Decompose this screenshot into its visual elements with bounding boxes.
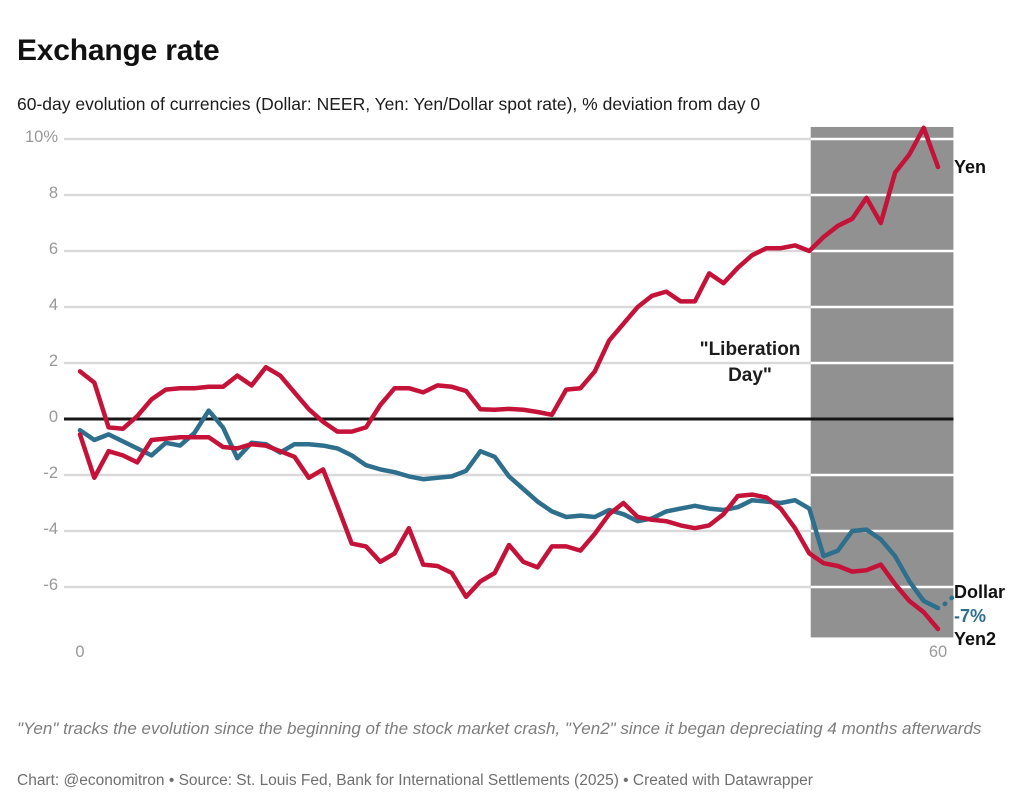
y-axis-tick-label: -6 — [43, 576, 58, 594]
chart-subtitle: 60-day evolution of currencies (Dollar: … — [17, 93, 761, 114]
y-axis-tick-label: -2 — [43, 464, 58, 482]
series-label-yen: Yen — [954, 157, 987, 177]
liberation-day-line1: "Liberation — [699, 339, 801, 360]
x-axis-tick-label: 60 — [928, 643, 948, 661]
series-label-dollar: Dollar — [954, 582, 1006, 602]
y-axis-tick-label: 8 — [48, 184, 58, 202]
series-value-label-dollar: -7% — [954, 606, 987, 626]
y-axis-tick-label: -4 — [43, 520, 58, 538]
y-axis-tick-label: 0 — [48, 408, 58, 426]
chart-footer-credits: Chart: @economitron • Source: St. Louis … — [17, 771, 813, 789]
liberation-day-annotation: "Liberation Day" — [688, 337, 812, 389]
y-axis-tick-label: 6 — [48, 240, 58, 258]
x-axis-tick-label: 0 — [75, 643, 85, 661]
series-label-yen2: Yen2 — [954, 629, 997, 649]
chart-footnote: "Yen" tracks the evolution since the beg… — [17, 719, 982, 738]
y-axis-tick-label: 2 — [48, 352, 58, 370]
y-axis-tick-label: 10% — [24, 128, 58, 146]
y-axis-tick-label: 4 — [48, 296, 58, 314]
y-axis-labels: 10% 8 6 4 2 0 -2 -4 -6 — [0, 0, 58, 796]
liberation-day-line2: Day" — [728, 365, 772, 386]
page-title: Exchange rate — [17, 34, 220, 68]
